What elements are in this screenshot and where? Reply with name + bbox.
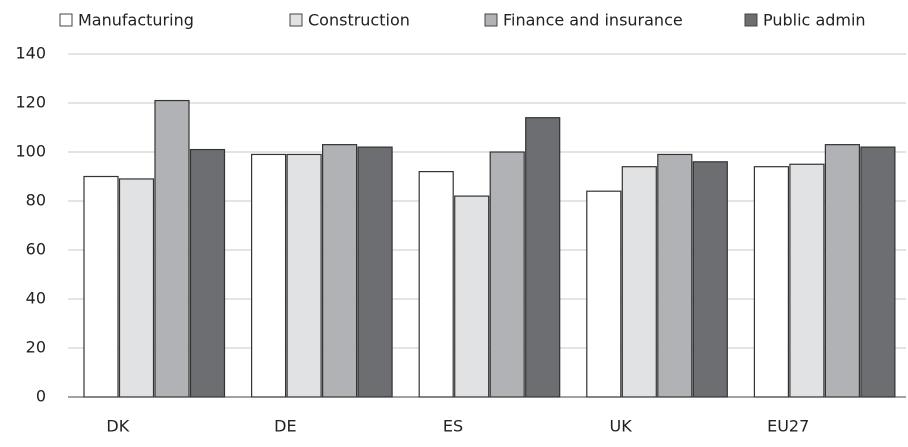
- legend-label: Public admin: [763, 11, 866, 30]
- bar: [489, 151, 525, 398]
- x-tick-label: EU27: [767, 417, 809, 436]
- y-tick-label: 0: [36, 387, 46, 406]
- y-tick-label: 40: [26, 289, 46, 308]
- bar: [454, 195, 490, 398]
- legend-swatch: [744, 13, 758, 27]
- bar: [860, 146, 896, 398]
- bar: [357, 146, 393, 398]
- x-tick-label: DE: [274, 417, 296, 436]
- y-tick-label: 80: [26, 191, 46, 210]
- bar: [251, 153, 287, 398]
- y-tick-label: 20: [26, 338, 46, 357]
- bar: [322, 144, 358, 398]
- x-tick-label: UK: [609, 417, 632, 436]
- y-tick-label: 60: [26, 240, 46, 259]
- bar: [154, 99, 190, 398]
- bar: [83, 175, 119, 398]
- bar: [692, 161, 728, 398]
- y-tick-label: 120: [15, 93, 46, 112]
- bar: [118, 178, 155, 398]
- legend-swatch: [484, 13, 498, 27]
- legend-swatch: [289, 13, 303, 27]
- bar: [824, 144, 861, 398]
- x-tick-label: DK: [106, 417, 129, 436]
- y-tick-label: 100: [15, 142, 46, 161]
- bar: [525, 117, 561, 398]
- bar: [286, 153, 322, 398]
- legend-label: Finance and insurance: [503, 11, 683, 30]
- legend-label: Manufacturing: [78, 11, 194, 30]
- legend-swatch: [59, 13, 73, 27]
- bar: [621, 166, 657, 398]
- bar: [189, 148, 226, 398]
- bar: [753, 166, 790, 398]
- bar: [657, 153, 693, 398]
- y-tick-label: 140: [15, 44, 46, 63]
- bar: [586, 190, 622, 398]
- bar: [789, 163, 825, 398]
- bar: [418, 171, 454, 398]
- x-tick-label: ES: [443, 417, 463, 436]
- legend-label: Construction: [308, 11, 410, 30]
